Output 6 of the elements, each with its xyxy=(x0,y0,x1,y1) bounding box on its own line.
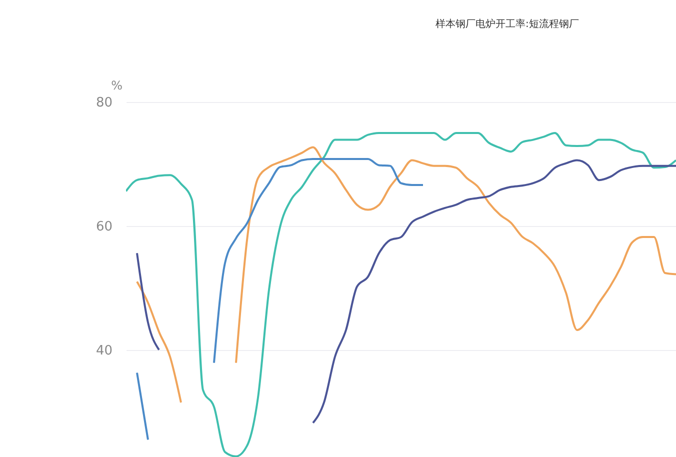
y-tick-label: 60 xyxy=(96,219,112,234)
y-tick-label: 80 xyxy=(96,96,112,110)
chart-title: 样本钢厂电炉开工率:短流程钢厂 xyxy=(435,18,579,30)
line-series xyxy=(126,132,676,457)
y-tick-label: 40 xyxy=(96,343,112,358)
y-axis-title: % xyxy=(111,78,122,92)
